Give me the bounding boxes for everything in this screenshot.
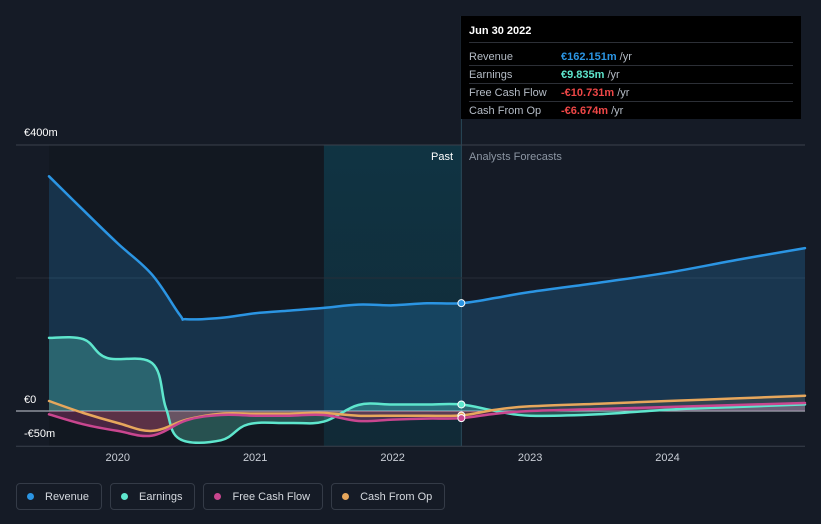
tooltip-name: Revenue — [469, 50, 514, 63]
x-tick-label: 2022 — [380, 452, 404, 464]
cash-from-op-area — [49, 395, 805, 431]
earnings-area — [49, 337, 805, 443]
earnings-line — [47, 336, 807, 445]
highlight-region — [323, 145, 462, 447]
tooltip-unit: /yr — [611, 104, 624, 117]
legend-item-free-cash-flow[interactable]: Free Cash Flow — [203, 483, 324, 510]
y-axis-zero-label: €0 — [24, 394, 36, 406]
legend-label: Earnings — [139, 490, 183, 503]
legend-item-cash-from-op[interactable]: Cash From Op — [331, 483, 446, 510]
tooltip-name: Free Cash Flow — [469, 86, 547, 99]
tooltip-unit: /yr — [619, 50, 632, 63]
x-tick-label: 2020 — [105, 452, 129, 464]
tooltip-unit: /yr — [607, 68, 620, 81]
legend-item-revenue[interactable]: Revenue — [16, 483, 103, 510]
tooltip-name: Earnings — [469, 68, 513, 81]
forecast-label: Analysts Forecasts — [469, 151, 562, 163]
chart-legend: Revenue Earnings Free Cash Flow Cash Fro… — [16, 483, 446, 510]
legend-label: Revenue — [45, 490, 90, 503]
cash-from-op-line — [47, 394, 807, 433]
x-tick-label: 2024 — [655, 452, 679, 464]
legend-item-earnings[interactable]: Earnings — [110, 483, 196, 510]
earnings-marker — [457, 400, 466, 409]
free-cash-flow-line — [47, 401, 807, 438]
legend-label: Cash From Op — [360, 490, 433, 503]
legend-label: Free Cash Flow — [232, 490, 311, 503]
free-cash-flow-area — [49, 403, 805, 437]
revenue-area — [49, 176, 805, 411]
legend-dot-icon — [342, 493, 350, 500]
tooltip-value: -€6.674m — [561, 104, 609, 117]
free-cash-flow-marker — [457, 414, 466, 423]
tooltip-unit: /yr — [617, 86, 630, 99]
revenue-marker — [457, 299, 466, 308]
tooltip-value: -€10.731m — [561, 86, 615, 99]
y-axis-top-label: €400m — [24, 127, 58, 139]
tooltip-row-free-cash-flow: Free Cash Flow -€10.731m /yr — [469, 84, 793, 102]
tooltip-date: Jun 30 2022 — [469, 25, 793, 43]
tooltip-row-earnings: Earnings €9.835m /yr — [469, 66, 793, 84]
legend-dot-icon — [121, 493, 129, 500]
y-axis-bottom-label: -€50m — [24, 428, 55, 440]
tooltip-row-cash-from-op: Cash From Op -€6.674m /yr — [469, 102, 793, 119]
tooltip-name: Cash From Op — [469, 104, 542, 117]
x-tick-label: 2023 — [518, 452, 542, 464]
revenue-line — [47, 175, 807, 321]
tooltip-panel: Jun 30 2022 Revenue €162.151m /yr Earnin… — [461, 16, 801, 119]
tooltip-row-revenue: Revenue €162.151m /yr — [469, 48, 793, 66]
x-tick-label: 2021 — [243, 452, 267, 464]
tooltip-value: €9.835m — [561, 68, 605, 81]
legend-dot-icon — [27, 493, 34, 500]
tooltip-value: €162.151m — [561, 50, 617, 63]
legend-dot-icon — [214, 493, 222, 500]
past-label: Past — [431, 151, 453, 163]
